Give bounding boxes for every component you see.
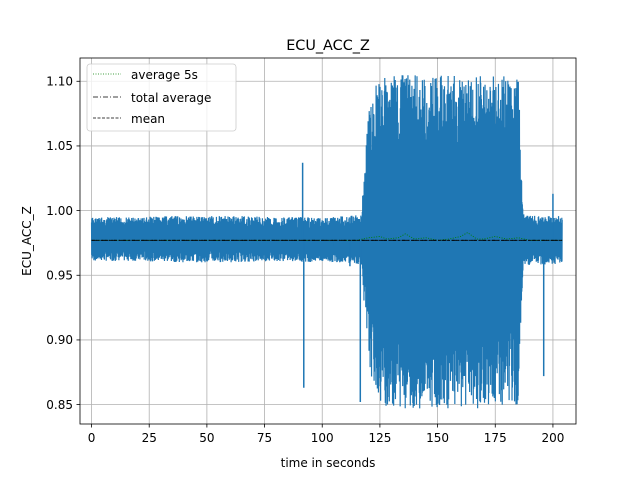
plot-data [90,75,563,409]
x-tick-label: 125 [368,431,391,445]
chart-title: ECU_ACC_Z [286,38,370,54]
legend-label-average-5s: average 5s [131,68,198,82]
x-tick-label: 175 [484,431,507,445]
y-tick-label: 0.85 [46,398,73,412]
legend-frame [86,63,237,132]
x-tick-label: 50 [199,431,214,445]
x-axis-label: time in seconds [281,456,376,470]
y-tick-label: 0.95 [46,269,73,283]
series-line-average-5s [91,232,563,241]
y-tick-label: 0.90 [46,333,73,347]
x-tick-label: 0 [88,431,96,445]
y-tick-label: 1.05 [46,139,73,153]
y-axis-label: ECU_ACC_Z [20,206,34,276]
x-tick-label: 100 [311,431,334,445]
axes-frame [79,57,577,425]
legend-label-mean: mean [131,112,165,126]
y-tick-label: 1.00 [46,204,73,218]
x-tick-label: 200 [541,431,564,445]
x-tick-label: 75 [257,431,272,445]
axis-ticks: 0 25 50 75 100 125 150 175 200 0.85 0.90 0.95 1.00 1.… [46,75,564,445]
x-tick-label: 150 [426,431,449,445]
legend: average 5s total average mean [86,63,237,132]
legend-label-total-average: total average [131,91,211,105]
x-tick-label: 25 [142,431,157,445]
signal-trace [90,75,563,409]
y-tick-label: 1.10 [46,75,73,89]
